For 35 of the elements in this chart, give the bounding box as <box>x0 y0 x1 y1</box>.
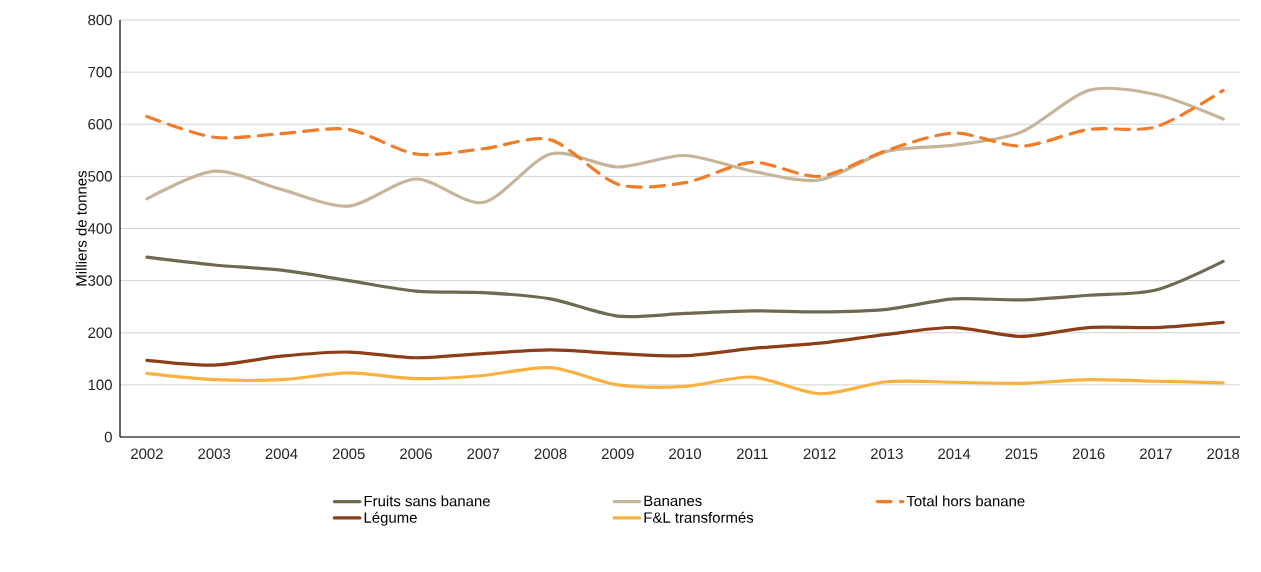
x-tick-label: 2008 <box>534 448 567 460</box>
x-tick-label: 2015 <box>1005 448 1038 460</box>
legend-label: Fruits sans banane <box>364 495 490 507</box>
legend-label: F&L transformés <box>644 511 754 523</box>
x-tick-label: 2005 <box>332 448 365 460</box>
x-tick-label: 2003 <box>198 448 231 460</box>
line-series <box>145 255 1225 319</box>
y-tick-label: 300 <box>88 275 112 286</box>
y-axis-title: Milliers de tonnes <box>75 170 87 286</box>
x-tick-label: 2007 <box>467 448 500 460</box>
line-series <box>145 365 1225 396</box>
x-tick-label: 2006 <box>400 448 432 460</box>
y-tick-label: 0 <box>104 431 112 443</box>
x-tick-label: 2010 <box>669 448 702 460</box>
x-tick-label: 2018 <box>1207 448 1240 460</box>
x-tick-label: 2013 <box>870 448 903 460</box>
legend-label: Légume <box>364 511 417 526</box>
y-tick-label: 500 <box>88 171 112 182</box>
x-tick-label: 2017 <box>1140 448 1172 460</box>
x-tick-label: 2002 <box>131 448 163 460</box>
x-tick-label: 2014 <box>938 448 971 460</box>
y-tick-label: 700 <box>88 66 112 78</box>
y-tick-label: 400 <box>87 223 112 234</box>
y-tick-label: 200 <box>88 327 112 339</box>
legend-label: Total hors banane <box>906 495 1025 507</box>
x-tick-label: 2004 <box>265 448 298 460</box>
y-tick-label: 800 <box>88 14 112 26</box>
x-tick-label: 2009 <box>601 448 634 460</box>
legend-label: Bananes <box>644 495 702 507</box>
y-tick-label: 600 <box>88 118 112 130</box>
x-tick-label: 2011 <box>736 448 768 460</box>
y-tick-label: 100 <box>88 379 112 391</box>
x-tick-label: 2012 <box>803 448 836 460</box>
x-tick-label: 2016 <box>1072 448 1105 460</box>
line-series <box>145 320 1225 367</box>
